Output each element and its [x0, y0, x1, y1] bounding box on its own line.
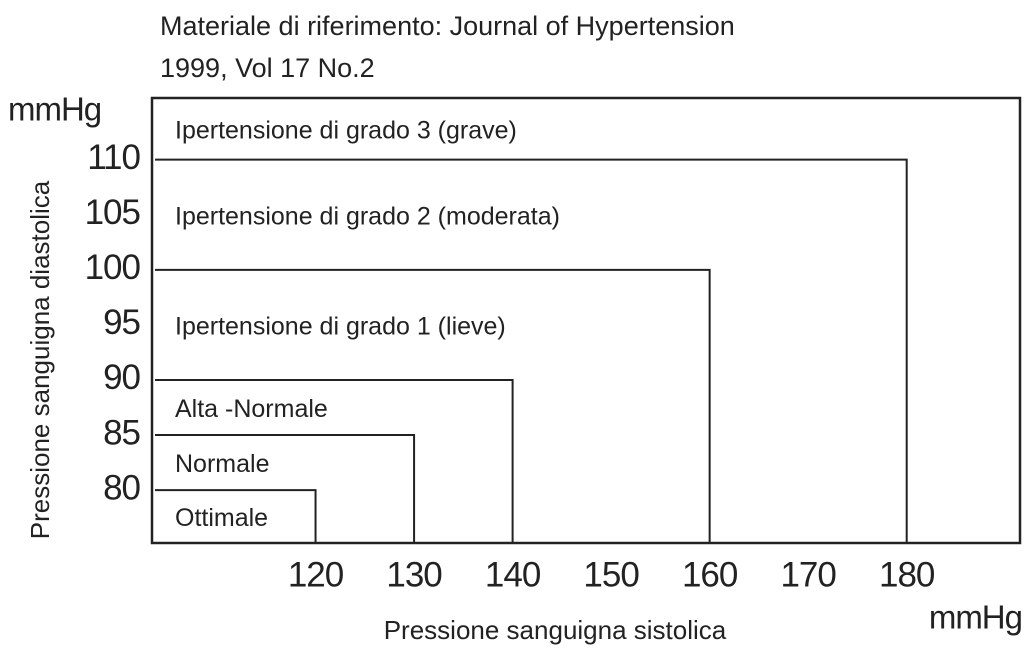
- region-boundary: [155, 434, 416, 543]
- region-boundary: [155, 158, 908, 543]
- x-tick-label: 150: [583, 555, 639, 594]
- y-unit: mmHg: [8, 91, 101, 128]
- x-tick-label: 160: [682, 555, 738, 594]
- x-tick-label: 130: [386, 555, 442, 594]
- chart-title: 1999, Vol 17 No.2: [160, 53, 375, 83]
- y-tick-label: 110: [87, 138, 140, 177]
- y-tick-label: 85: [103, 413, 140, 452]
- plot-frame: [150, 96, 1022, 545]
- y-tick-label: 95: [103, 303, 140, 342]
- region-label: Ipertensione di grado 3 (grave): [175, 116, 517, 144]
- y-tick-label: 105: [85, 193, 140, 232]
- region-label: Alta -Normale: [175, 395, 328, 423]
- x-tick-label: 120: [288, 555, 344, 594]
- region-label: Ipertensione di grado 2 (moderata): [175, 202, 560, 230]
- y-tick-label: 80: [103, 468, 140, 507]
- x-axis-title: Pressione sanguigna sistolica: [384, 615, 727, 645]
- region-boundary: [155, 268, 711, 543]
- x-tick-label: 170: [780, 555, 836, 594]
- x-unit: mmHg: [929, 599, 1022, 636]
- y-tick-label: 100: [85, 248, 141, 287]
- region-boundary: [155, 378, 514, 543]
- region-label: Normale: [175, 450, 269, 478]
- chart-title: Materiale di riferimento: Journal of Hyp…: [160, 11, 735, 41]
- x-tick-label: 140: [485, 555, 541, 594]
- y-tick-label: 90: [103, 358, 140, 397]
- x-tick-label: 180: [879, 555, 935, 594]
- region-label: Ottimale: [175, 504, 268, 532]
- region-boundary: [155, 489, 317, 543]
- region-label: Ipertensione di grado 1 (lieve): [175, 313, 506, 341]
- y-axis-title: Pressione sanguigna diastolica: [25, 180, 55, 539]
